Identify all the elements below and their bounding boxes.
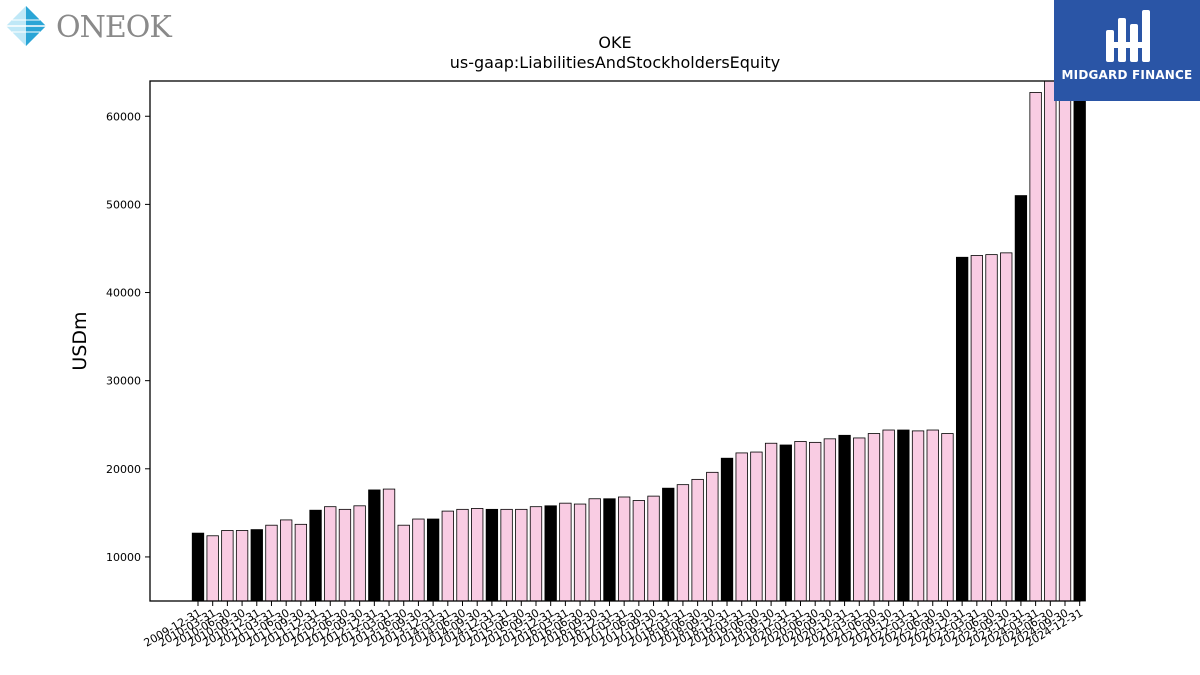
bar-2019-06-30 <box>750 451 763 602</box>
bar-2016-03-31 <box>559 502 572 602</box>
bar-series <box>191 80 1086 602</box>
bar-2010-03-31 <box>206 535 219 602</box>
bar-2018-06-30 <box>691 478 704 602</box>
bar-2011-12-31 <box>309 509 322 602</box>
y-tick-label: 10000 <box>106 551 141 564</box>
bar-2010-09-30 <box>235 530 249 602</box>
bar-2016-12-31 <box>603 498 616 602</box>
bar-2010-06-30 <box>221 530 234 602</box>
bar-2011-06-30 <box>280 519 293 602</box>
y-axis-label: USDm <box>69 311 91 370</box>
bar-2021-06-30 <box>867 433 881 602</box>
bar-2016-09-30 <box>588 498 601 602</box>
x-axis-ticks: 2009-12-312010-03-312010-06-302010-09-30… <box>142 601 1085 650</box>
y-tick-label: 30000 <box>106 375 141 388</box>
bar-2014-09-30 <box>471 508 484 602</box>
bar-2022-12-31 <box>955 256 969 602</box>
bar-2024-03-31 <box>1029 92 1042 602</box>
bar-2021-12-31 <box>897 429 910 602</box>
y-tick-label: 20000 <box>106 463 141 476</box>
bar-2017-12-31 <box>662 487 675 602</box>
bar-2011-03-31 <box>265 524 278 602</box>
bar-2024-09-30 <box>1058 80 1072 602</box>
bar-2023-06-30 <box>985 254 998 602</box>
bar-2015-12-31 <box>544 505 557 602</box>
bar-2017-06-30 <box>632 500 645 602</box>
midgard-finance-logo: MIDGARD FINANCE <box>1054 0 1200 101</box>
chart-title: OKE <box>598 33 631 52</box>
bar-2014-03-31 <box>441 510 454 602</box>
bar-2023-12-31 <box>1014 195 1028 602</box>
y-tick-label: 40000 <box>106 287 141 300</box>
bar-2009-12-31 <box>191 532 205 602</box>
bar-2022-09-30 <box>941 433 954 602</box>
bar-2013-12-31 <box>426 518 440 602</box>
bar-2018-03-31 <box>676 484 690 602</box>
bar-2012-03-31 <box>324 506 337 602</box>
oneok-wordmark: ONEOK <box>56 10 172 45</box>
bar-2021-03-31 <box>853 437 866 602</box>
bar-2014-06-30 <box>456 508 469 602</box>
bar-2018-09-30 <box>706 471 719 602</box>
bar-2015-06-30 <box>515 508 528 602</box>
bar-2013-06-30 <box>397 524 410 602</box>
bar-2013-09-30 <box>412 518 425 602</box>
bar-2015-03-31 <box>500 508 513 602</box>
bar-2019-03-31 <box>735 452 748 602</box>
midgard-monogram-icon <box>1106 10 1150 62</box>
bar-2015-09-30 <box>529 506 543 602</box>
bar-2020-09-30 <box>823 438 837 602</box>
chart-subtitle: us-gaap:LiabilitiesAndStockholdersEquity <box>450 53 781 72</box>
bar-2022-03-31 <box>911 430 925 602</box>
bar-2017-03-31 <box>618 496 631 602</box>
plot-frame <box>149 80 1081 602</box>
bar-2010-12-31 <box>250 529 263 602</box>
bar-2023-03-31 <box>970 255 983 602</box>
bar-2017-09-30 <box>647 495 660 602</box>
y-tick-label: 60000 <box>106 110 141 123</box>
bar-2024-06-30 <box>1044 80 1057 602</box>
bar-2018-12-31 <box>720 457 734 602</box>
diamond-logo-icon <box>6 6 46 46</box>
bar-2014-12-31 <box>485 508 499 602</box>
midgard-wordmark: MIDGARD FINANCE <box>1061 68 1193 82</box>
oneok-logo: ONEOK <box>4 4 172 50</box>
bar-2020-06-30 <box>809 441 822 602</box>
bar-2012-12-31 <box>368 489 381 602</box>
y-tick-label: 50000 <box>106 198 141 211</box>
bar-2016-06-30 <box>573 503 587 602</box>
bar-2021-09-30 <box>882 429 895 602</box>
bar-2019-09-30 <box>764 442 778 602</box>
bar-2020-12-31 <box>838 434 851 602</box>
bar-2023-09-30 <box>1000 252 1013 602</box>
bar-2020-03-31 <box>794 441 807 602</box>
bar-2022-06-30 <box>926 429 939 602</box>
bar-2012-09-30 <box>353 505 366 602</box>
bar-2013-03-31 <box>382 488 396 602</box>
bar-2011-09-30 <box>294 523 308 602</box>
bar-2019-12-31 <box>779 444 792 602</box>
y-axis-ticks: 10000 20000 30000 40000 50000 60000 <box>106 110 150 564</box>
bar-2012-06-30 <box>338 508 352 602</box>
